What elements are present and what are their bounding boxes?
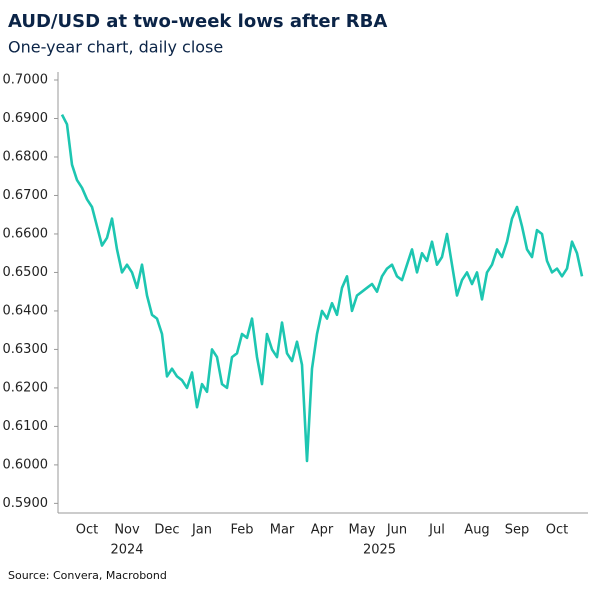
y-tick-label: 0.6700: [3, 188, 49, 203]
x-tick-label: Feb: [230, 523, 253, 538]
x-group-label: 2025: [363, 543, 396, 558]
x-tick-label: Oct: [76, 523, 98, 538]
x-tick-label: Nov: [114, 523, 140, 538]
x-tick-label: Dec: [154, 523, 179, 538]
x-tick-label: Mar: [270, 523, 295, 538]
y-tick-label: 0.6000: [3, 457, 49, 472]
x-tick-label: May: [349, 523, 376, 538]
x-tick-label: Sep: [505, 523, 530, 538]
y-tick-label: 0.6100: [3, 419, 49, 434]
y-tick-label: 0.6400: [3, 303, 49, 318]
y-tick-label: 0.6300: [3, 342, 49, 357]
y-tick-label: 0.5900: [3, 496, 49, 511]
y-tick-label: 0.6200: [3, 380, 49, 395]
y-tick-label: 0.6600: [3, 226, 49, 241]
chart-subtitle: One-year chart, daily close: [8, 38, 223, 57]
x-tick-label: Jun: [386, 523, 407, 538]
chart-title: AUD/USD at two-week lows after RBA: [8, 11, 387, 32]
source: Source: Convera, Macrobond: [8, 569, 167, 582]
x-tick-label: Apr: [311, 523, 334, 538]
y-tick-label: 0.6500: [3, 265, 49, 280]
x-tick-label: Oct: [546, 523, 568, 538]
x-tick-label: Aug: [464, 523, 489, 538]
y-tick-label: 0.6900: [3, 111, 49, 126]
x-tick-label: Jan: [191, 523, 212, 538]
x-group-label: 2024: [110, 543, 143, 558]
line: [60, 114, 584, 463]
x-tick-label: Jul: [428, 523, 445, 538]
y-tick-label: 0.7000: [3, 73, 49, 88]
y-tick-label: 0.6800: [3, 149, 49, 164]
